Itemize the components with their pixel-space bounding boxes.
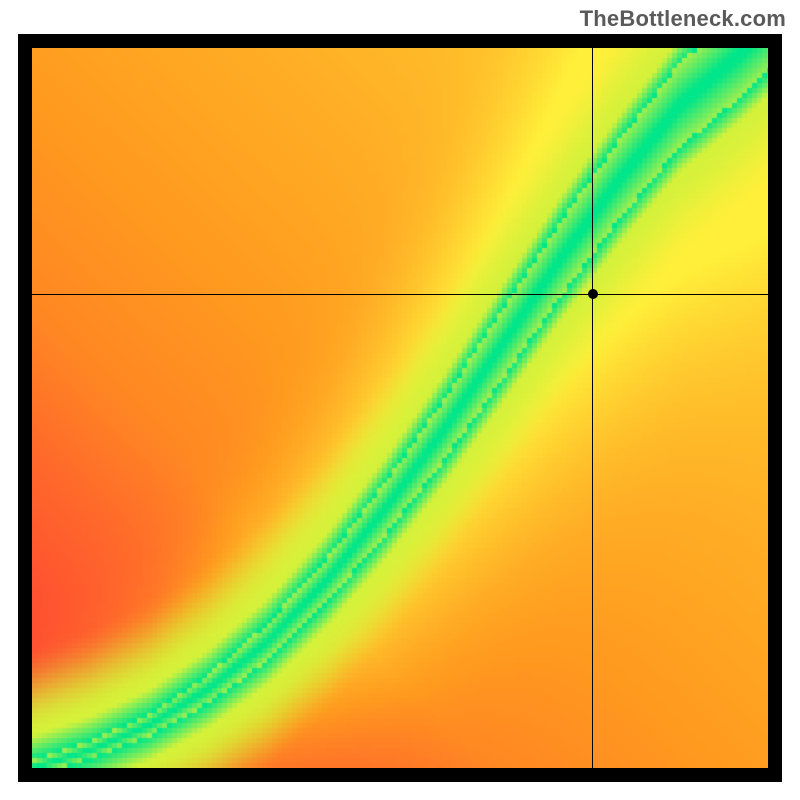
crosshair-vertical <box>592 48 593 768</box>
heatmap-canvas <box>32 48 768 768</box>
crosshair-marker <box>588 289 598 299</box>
heatmap-plot <box>32 48 768 768</box>
watermark-text: TheBottleneck.com <box>580 6 786 32</box>
plot-frame <box>18 34 782 782</box>
chart-container: TheBottleneck.com <box>0 0 800 800</box>
crosshair-horizontal <box>32 294 768 295</box>
